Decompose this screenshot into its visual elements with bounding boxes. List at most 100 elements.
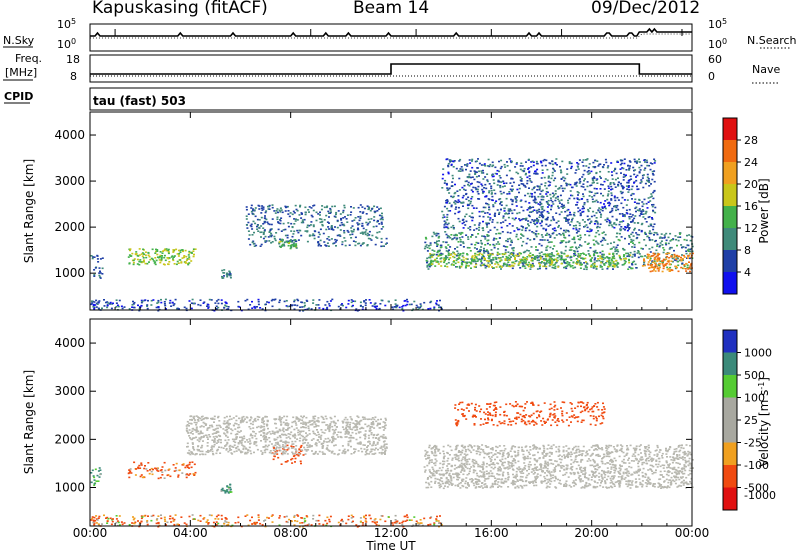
scatter-cell [335, 211, 338, 214]
scatter-cell [264, 441, 267, 443]
scatter-cell [575, 263, 578, 265]
scatter-cell [452, 166, 455, 168]
scatter-cell [365, 229, 368, 231]
scatter-cell [529, 239, 532, 241]
scatter-cell [611, 207, 614, 210]
scatter-cell [328, 429, 331, 431]
scatter-cell [175, 469, 178, 472]
scatter-cell [467, 227, 470, 229]
scatter-cell [689, 265, 692, 267]
scatter-cell [91, 469, 94, 472]
scatter-cell [471, 158, 474, 161]
scatter-cell [186, 258, 189, 260]
scatter-cell [369, 427, 372, 430]
scatter-cell [438, 235, 441, 238]
scatter-cell [653, 253, 656, 256]
scatter-cell [570, 162, 573, 165]
scatter-cell [535, 246, 537, 248]
scatter-cell [448, 249, 450, 251]
scatter-cell [195, 426, 198, 428]
scatter-cell [199, 430, 202, 433]
scatter-cell [93, 275, 96, 277]
scatter-cell [520, 233, 523, 235]
scatter-cell [459, 241, 462, 243]
scatter-cell [229, 271, 231, 274]
scatter-cell [478, 226, 481, 229]
scatter-cell [351, 220, 354, 222]
scatter-cell [478, 170, 481, 173]
scatter-cell [268, 451, 271, 454]
scatter-cell [563, 179, 566, 182]
scatter-cell [340, 304, 343, 306]
scatter-cell [188, 429, 191, 431]
scatter-cell [473, 257, 476, 259]
scatter-cell [578, 222, 581, 224]
scatter-cell [558, 213, 561, 216]
scatter-cell [632, 242, 634, 244]
scatter-cell [545, 159, 548, 162]
scatter-cell [196, 430, 199, 432]
scatter-cell [484, 257, 486, 260]
scatter-cell [326, 238, 329, 240]
scatter-cell [275, 427, 278, 429]
scatter-cell [229, 483, 232, 486]
scatter-cell [351, 225, 354, 227]
scatter-cell [144, 254, 147, 256]
scatter-cell [620, 258, 623, 261]
scatter-cell [131, 304, 134, 306]
scatter-cell [458, 220, 461, 223]
scatter-cell [589, 191, 591, 193]
scatter-cell [316, 429, 318, 431]
scatter-cell [555, 212, 558, 214]
scatter-cell [342, 217, 345, 219]
scatter-cell [333, 242, 336, 244]
scatter-cell [629, 175, 632, 178]
scatter-cell [252, 431, 255, 433]
scatter-cell [294, 220, 297, 222]
scatter-cell [563, 187, 566, 190]
scatter-cell [291, 443, 294, 445]
scatter-cell [517, 172, 520, 175]
scatter-cell [260, 430, 263, 432]
scatter-cell [225, 434, 228, 437]
scatter-cell [489, 264, 492, 266]
scatter-cell [459, 170, 462, 172]
scatter-cell [215, 442, 218, 444]
scatter-cell [157, 477, 160, 480]
scatter-cell [583, 221, 586, 223]
scatter-cell [93, 273, 96, 276]
scatter-cell [195, 424, 198, 426]
scatter-cell [132, 259, 135, 262]
scatter-cell [619, 221, 622, 223]
scatter-cell [590, 221, 593, 223]
scatter-cell [538, 185, 541, 188]
freq-tick-bottom: 8 [70, 70, 77, 83]
scatter-cell [653, 269, 655, 271]
scatter-cell [266, 438, 269, 441]
scatter-cell [653, 262, 656, 264]
scatter-cell [518, 252, 521, 255]
scatter-cell [297, 453, 300, 455]
scatter-cell [249, 243, 252, 246]
scatter-cell [577, 246, 580, 249]
scatter-cell [340, 219, 343, 221]
scatter-cell [611, 260, 614, 262]
scatter-cell [613, 170, 616, 172]
scatter-cell [359, 441, 362, 443]
scatter-cell [326, 242, 329, 244]
scatter-cell [595, 240, 598, 243]
scatter-cell [350, 305, 353, 308]
scatter-cell [315, 444, 318, 447]
scatter-cell [621, 167, 624, 169]
scatter-cell [454, 212, 457, 215]
scatter-cell [259, 426, 262, 429]
scatter-cell [297, 299, 300, 302]
scatter-cell [243, 437, 246, 440]
scatter-cell [242, 420, 245, 422]
scatter-cell [379, 422, 381, 425]
scatter-cell [327, 440, 330, 443]
scatter-cell [550, 204, 553, 207]
scatter-cell [532, 265, 535, 267]
scatter-cell [488, 183, 491, 185]
scatter-cell [317, 231, 320, 234]
